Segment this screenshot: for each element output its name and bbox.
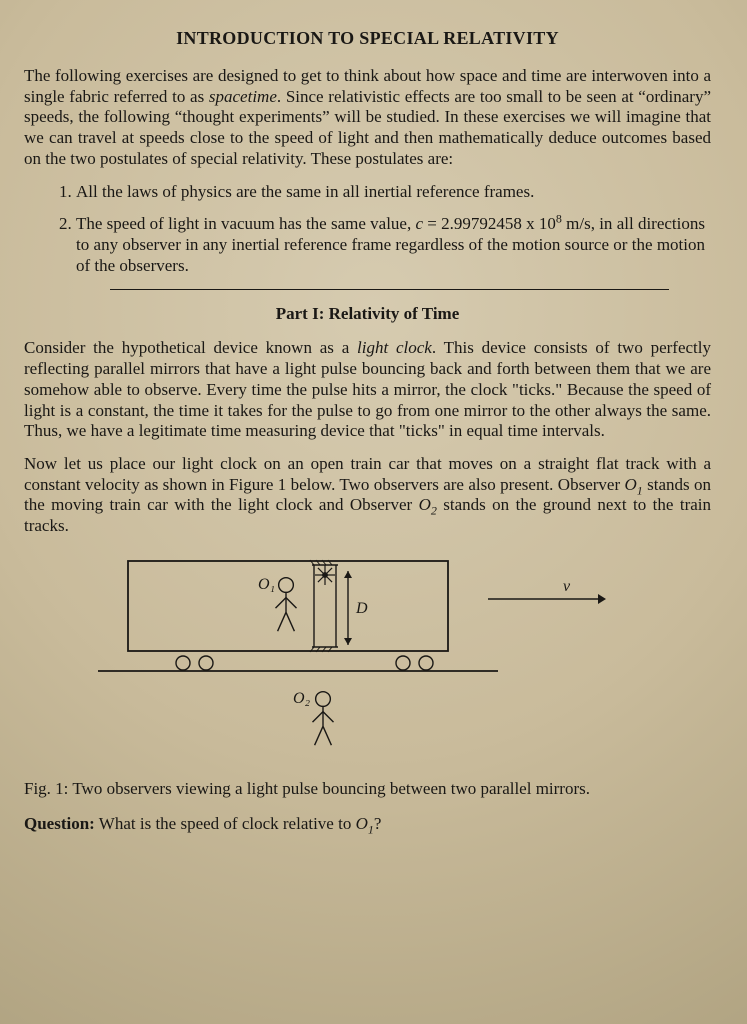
intro-text: The following exercises are designed to … xyxy=(24,66,711,168)
svg-text:v: v xyxy=(563,578,571,595)
divider xyxy=(110,289,669,290)
postulate-2: The speed of light in vacuum has the sam… xyxy=(76,214,711,276)
para3-a: Now let us place our light clock on an o… xyxy=(24,454,711,494)
postulate-2-text-a: The speed of light in vacuum has the sam… xyxy=(76,214,415,233)
figure-1-svg: Dv O₁ O₂ xyxy=(88,549,648,759)
svg-text:O₁: O₁ xyxy=(258,576,275,593)
svg-text:D: D xyxy=(355,600,368,617)
question-line: Question: What is the speed of clock rel… xyxy=(24,814,711,835)
figure-1: Dv O₁ O₂ xyxy=(24,549,711,759)
page-title: INTRODUCTION TO SPECIAL RELATIVITY xyxy=(24,28,711,50)
svg-text:O₂: O₂ xyxy=(293,690,311,707)
intro-paragraph: The following exercises are designed to … xyxy=(24,66,711,170)
postulates-list: All the laws of physics are the same in … xyxy=(24,182,711,277)
O1-label: O xyxy=(624,475,636,494)
part-1-title: Part I: Relativity of Time xyxy=(24,304,711,325)
O2-label: O xyxy=(419,495,431,514)
speed-of-light-symbol: c xyxy=(415,214,423,233)
question-label: Question: xyxy=(24,814,95,833)
train-setup-paragraph: Now let us place our light clock on an o… xyxy=(24,454,711,537)
postulate-1: All the laws of physics are the same in … xyxy=(76,182,711,203)
question-text-b: ? xyxy=(374,814,382,833)
light-clock-paragraph: Consider the hypothetical device known a… xyxy=(24,338,711,442)
figure-1-caption: Fig. 1: Two observers viewing a light pu… xyxy=(24,779,711,800)
question-O1: O xyxy=(356,814,368,833)
light-clock-term: light clock xyxy=(357,338,432,357)
para2-a: Consider the hypothetical device known a… xyxy=(24,338,357,357)
postulate-2-eq: = 2.99792458 x 10 xyxy=(423,214,556,233)
question-text-a: What is the speed of clock relative to xyxy=(95,814,356,833)
